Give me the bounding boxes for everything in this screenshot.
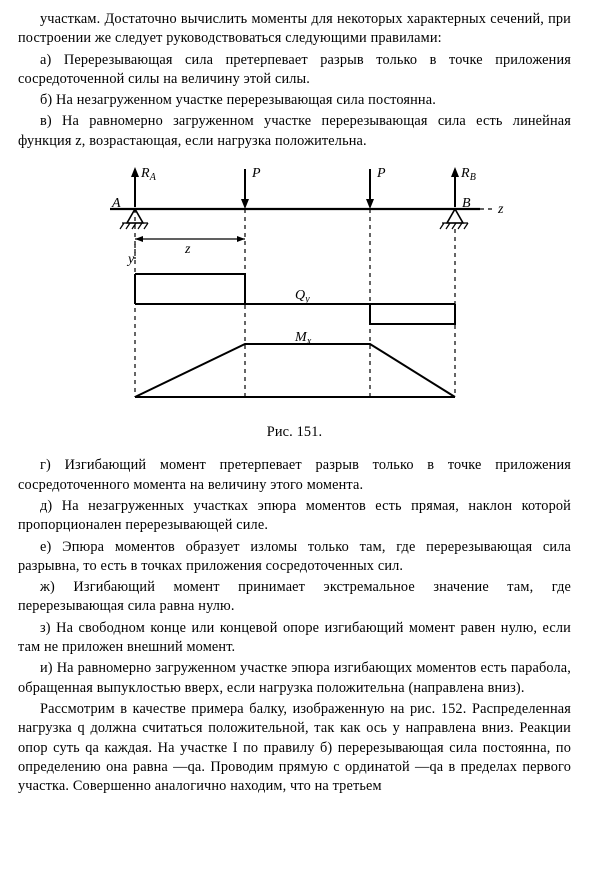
reaction-b-arrow: [451, 167, 459, 177]
figure-151-caption: Рис. 151.: [18, 423, 571, 442]
label-z-axis: z: [497, 202, 504, 217]
label-a: A: [111, 196, 121, 211]
label-b: B: [462, 196, 471, 211]
label-rb: RB: [460, 166, 476, 183]
label-p2: P: [376, 166, 386, 181]
label-qy: Qy: [295, 288, 310, 305]
label-p1: P: [251, 166, 261, 181]
q-step-left: [135, 274, 245, 304]
support-a-hatch: [120, 223, 148, 229]
force-p2-arrow: [366, 199, 374, 209]
label-ra: RA: [140, 166, 157, 183]
para-rule-z: з) На свободном конце или концевой опоре…: [18, 619, 571, 658]
support-b-triangle: [447, 209, 463, 223]
para-rule-g: г) Изгибающий момент претерпевает разрыв…: [18, 456, 571, 495]
label-y-axis: y: [126, 252, 135, 267]
label-z-dim: z: [184, 242, 191, 257]
dim-z-arrow-r: [237, 236, 245, 242]
m-trapezoid: [135, 344, 455, 397]
para-rule-zh: ж) Изгибающий момент принимает экстремал…: [18, 578, 571, 617]
figure-151: RA RB P P A B z y z Qy Mx: [18, 159, 571, 419]
para-rule-d: д) На незагруженных участках эпюра момен…: [18, 497, 571, 536]
para-rule-a: а) Перерезывающая сила претерпевает разр…: [18, 51, 571, 90]
dim-z-arrow-l: [135, 236, 143, 242]
reaction-a-arrow: [131, 167, 139, 177]
para-rule-e: е) Эпюра моментов образует изломы только…: [18, 538, 571, 577]
support-b-hatch: [440, 223, 468, 229]
para-rule-v: в) На равномерно загруженном участке пер…: [18, 112, 571, 151]
label-mx: Mx: [294, 330, 312, 347]
force-p1-arrow: [241, 199, 249, 209]
para-example: Рассмотрим в качестве примера балку, изо…: [18, 700, 571, 796]
para-rule-i: и) На равномерно загруженном участке эпю…: [18, 659, 571, 698]
figure-151-svg: RA RB P P A B z y z Qy Mx: [80, 159, 510, 419]
q-step-right: [370, 304, 455, 324]
para-intro-0: участкам. Достаточно вычислить моменты д…: [18, 10, 571, 49]
para-rule-b: б) На незагруженном участке перерезывающ…: [18, 91, 571, 110]
